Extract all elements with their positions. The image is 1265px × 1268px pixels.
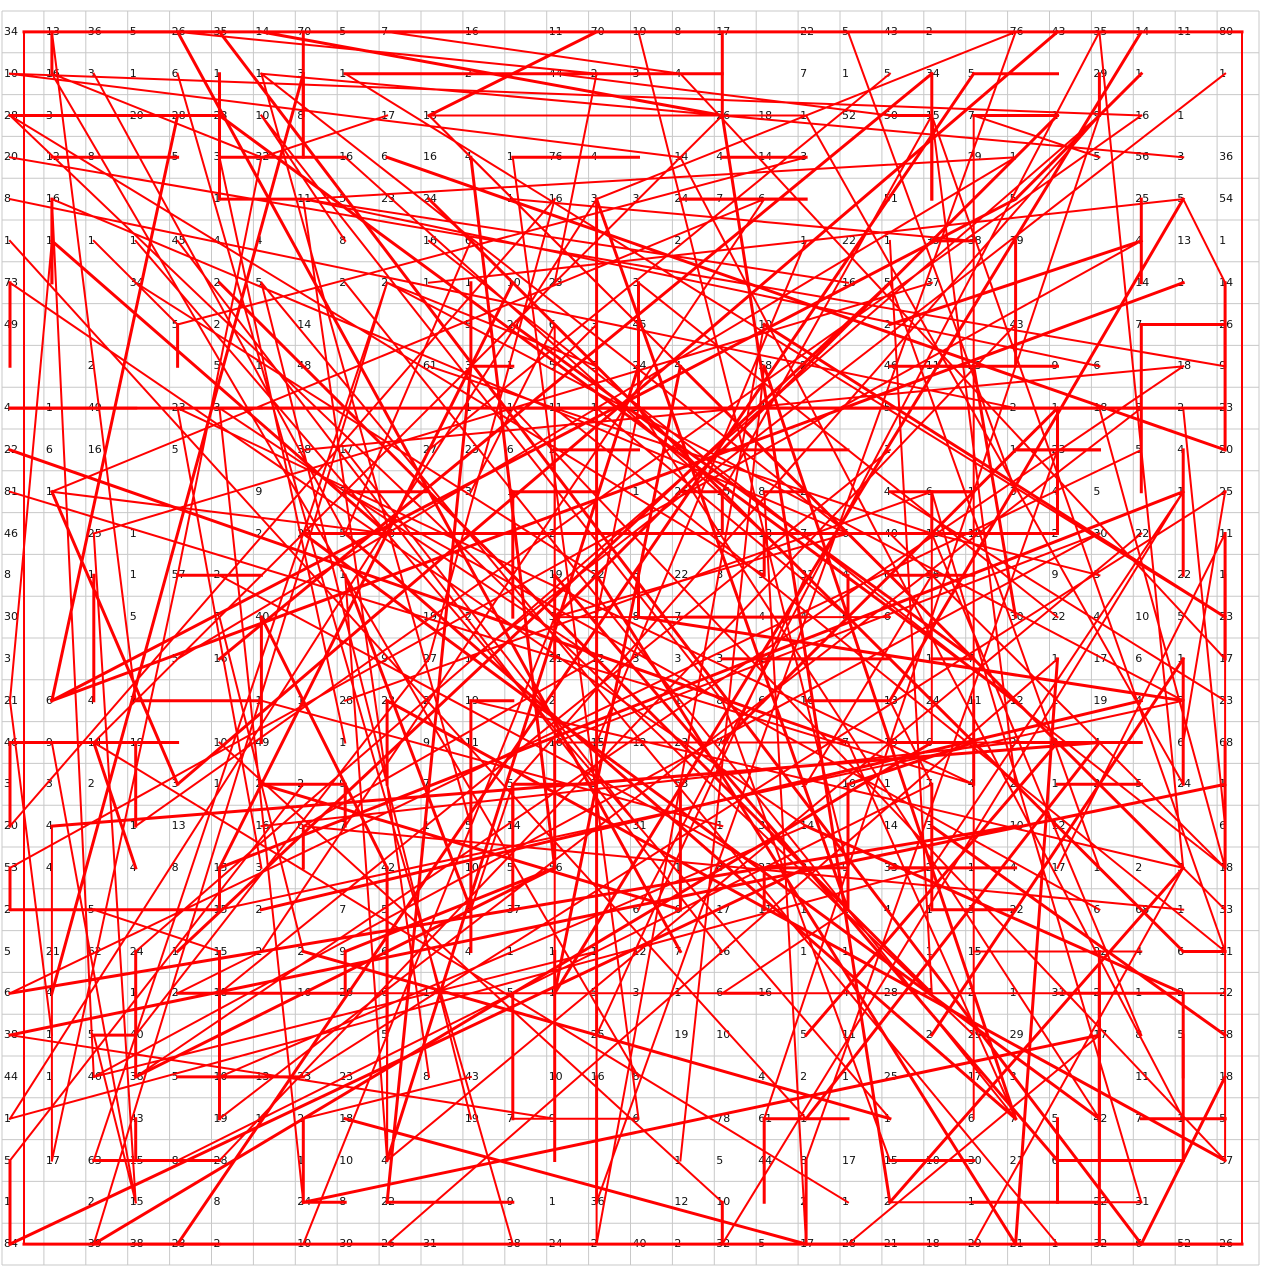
grid-lines (1, 10, 1260, 1266)
puzzle-board[interactable]: 34 13 36 5 26 35 14 70 5 7 16 11 70 19 8 17 22 5 43 2 76 43 35… (0, 0, 1265, 1268)
